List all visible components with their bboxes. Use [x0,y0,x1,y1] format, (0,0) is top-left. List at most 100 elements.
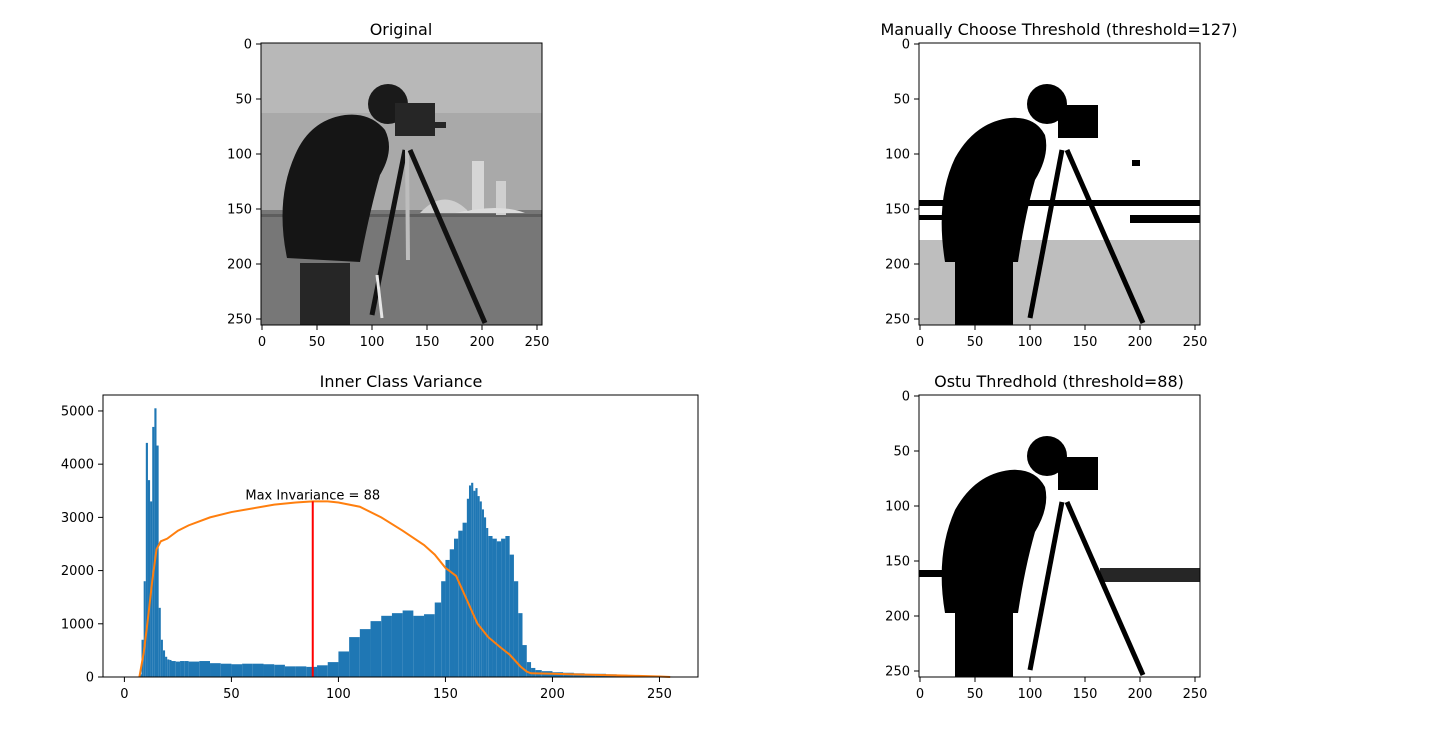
original-xtick-label: 150 [415,335,440,350]
histogram-bar [449,549,455,677]
variance-curve [138,500,671,678]
histogram-bar [466,498,469,677]
otsu-panel: Ostu Thredhold (threshold=88) 0 50 100 1… [885,372,1207,702]
histogram-bar [370,621,382,677]
histogram-bar [518,613,523,677]
histogram-bar [477,496,480,677]
variance-chart: Inner Class Variance Max Invariance = 88… [61,372,699,702]
histogram-bar [169,659,172,677]
histogram-bar [147,480,151,677]
original-xtick-label: 0 [258,335,266,350]
otsu-ytick-label: 50 [893,445,910,460]
histogram-bar [306,666,318,677]
chart-xtick-label: 150 [433,687,458,702]
chart-yticks: 0 1000 2000 3000 4000 5000 [61,404,103,686]
histogram-bar [349,637,360,677]
chart-ytick-label: 1000 [61,617,94,632]
chart-axes-frame [102,394,699,678]
histogram-bar [496,541,502,677]
histogram-bar [424,614,435,677]
histogram-bar [231,664,243,677]
histogram-bar [454,538,459,677]
histogram-bar [441,581,446,677]
original-ytick-label: 200 [227,258,252,273]
histogram-bar [263,664,275,677]
histogram-bar [158,607,161,677]
histogram-bar [165,656,168,677]
chart-xtick-label: 0 [120,687,128,702]
original-title: Original [370,20,433,39]
otsu-xtick-label: 50 [967,687,984,702]
histogram-bar [483,517,487,677]
otsu-ytick-label: 100 [885,500,910,515]
histogram-bar [143,581,146,677]
histogram-bar [252,663,264,677]
original-yticks: 0 50 100 150 200 250 [227,38,261,328]
original-ytick-label: 0 [244,38,252,53]
chart-ytick-label: 5000 [61,404,94,419]
manual-title: Manually Choose Threshold (threshold=127… [880,20,1237,39]
histogram-bar [156,445,159,677]
manual-ytick-label: 0 [902,38,910,53]
histogram-bar [284,666,296,677]
original-ytick-label: 250 [227,313,252,328]
histogram-bar [180,661,185,677]
histogram-bar [188,661,200,677]
original-image [261,43,542,325]
histogram-bar [338,651,350,677]
original-ytick-label: 50 [235,93,252,108]
otsu-ytick-label: 0 [902,390,910,405]
histogram-bar [184,661,189,677]
histogram-bar [171,661,176,677]
histogram-bar [509,554,514,677]
histogram-bar [295,666,307,677]
histogram-bar [391,613,403,677]
otsu-xtick-label: 0 [916,687,924,702]
chart-xtick-label: 250 [647,687,672,702]
histogram-bar [434,602,442,677]
histogram-bar [486,528,489,677]
original-xticks: 0 50 100 150 200 250 [258,325,549,350]
manual-axes-frame [918,42,1201,326]
histogram-bar [162,650,166,677]
histogram-bar [175,661,181,677]
otsu-ytick-label: 150 [885,555,910,570]
histogram-bar [145,442,148,677]
otsu-yticks: 0 50 100 150 200 250 [885,390,919,680]
histogram-bar [242,663,253,677]
annotations: Max Invariance = 88 [245,488,380,503]
histogram-bar [501,538,506,677]
manual-ytick-label: 250 [885,313,910,328]
manual-threshold-image [919,43,1200,325]
manual-xtick-label: 150 [1073,335,1098,350]
chart-xtick-label: 100 [326,687,351,702]
original-xtick-label: 100 [360,335,385,350]
otsu-xticks: 0 50 100 150 200 250 [916,677,1208,702]
original-ytick-label: 150 [227,203,252,218]
otsu-ytick-label: 250 [885,665,910,680]
variance-line [138,500,671,678]
histogram-bar [475,488,478,677]
annotation-label: Max Invariance = 88 [245,488,380,503]
original-xtick-label: 50 [309,335,326,350]
otsu-threshold-image [919,395,1200,677]
histogram-bar [381,615,392,677]
histogram-bar [458,530,463,677]
manual-ytick-label: 50 [893,93,910,108]
manual-xtick-label: 50 [967,335,984,350]
histogram-bar [473,490,476,677]
manual-xtick-label: 100 [1018,335,1043,350]
manual-yticks: 0 50 100 150 200 250 [885,38,919,328]
histogram-bar [468,485,472,677]
chart-xticks: 0 50 100 150 200 250 [120,677,672,702]
histogram-bar [479,501,482,677]
histogram-bar [481,509,484,677]
chart-xtick-label: 200 [540,687,565,702]
manual-ytick-label: 200 [885,258,910,273]
manual-xtick-label: 0 [916,335,924,350]
otsu-xtick-label: 250 [1183,687,1208,702]
manual-xtick-label: 250 [1183,335,1208,350]
manual-ytick-label: 150 [885,203,910,218]
histogram-bar [210,663,221,677]
